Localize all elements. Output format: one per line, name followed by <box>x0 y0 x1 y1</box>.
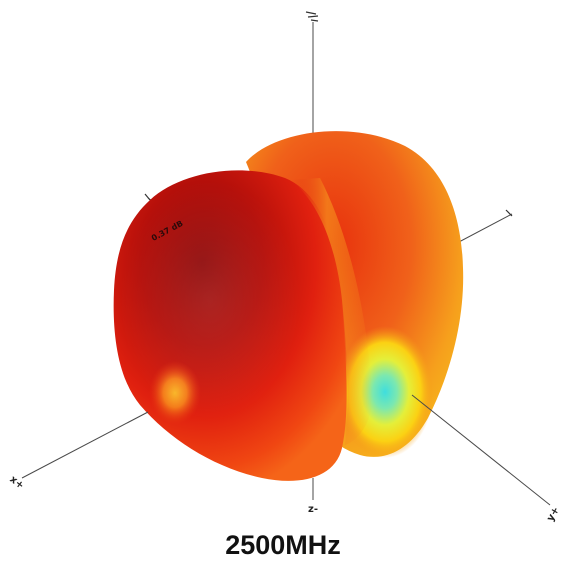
x-axis-back-end-mark <box>144 193 151 201</box>
axes-front <box>21 394 551 506</box>
y-axis-label: y+ <box>545 505 562 523</box>
y-axis-front <box>411 394 551 506</box>
frequency-caption: 2500MHz <box>225 530 341 560</box>
z-axis-end-mark <box>305 11 319 22</box>
lobe-seam <box>290 178 372 445</box>
x-axis-label: x+ <box>7 474 25 492</box>
y-axis-back-end-mark <box>505 209 513 217</box>
z-neg-axis-label: z- <box>308 504 318 515</box>
surface-sheen <box>120 180 300 420</box>
axis-end-marks <box>144 11 513 217</box>
x-axis-front <box>21 411 149 479</box>
